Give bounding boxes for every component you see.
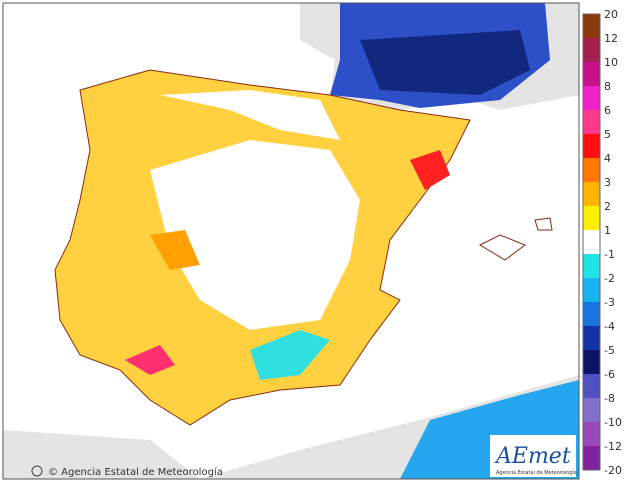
legend-label: 20 [604, 8, 618, 21]
legend-swatch [583, 182, 600, 206]
copyright-icon [31, 465, 43, 477]
legend-label: -4 [604, 320, 615, 333]
logo-name: AEmet [494, 444, 571, 469]
logo-subtitle: Agencia Estatal de Meteorología [496, 469, 577, 476]
legend-label: 6 [604, 104, 611, 117]
legend-label: -3 [604, 296, 615, 309]
legend-swatch [583, 446, 600, 470]
legend-label: -6 [604, 368, 615, 381]
legend-label: 12 [604, 32, 618, 45]
map-frame [2, 2, 580, 480]
legend-label: 2 [604, 200, 611, 213]
legend-label: 3 [604, 176, 611, 189]
biscay-core [360, 30, 530, 95]
legend-label: -12 [604, 440, 622, 453]
legend-label: -8 [604, 392, 615, 405]
legend-swatch [583, 206, 600, 230]
legend-frame [582, 13, 601, 471]
logo: AEmet Agencia Estatal de Meteorología [490, 435, 577, 477]
legend-swatch [583, 302, 600, 326]
legend-label: 5 [604, 128, 611, 141]
legend-label: 10 [604, 56, 618, 69]
legend-swatch [583, 254, 600, 278]
central-normal [150, 140, 360, 330]
legend-swatch [583, 62, 600, 86]
legend-swatch [583, 230, 600, 254]
logo-box [490, 435, 576, 477]
copyright-note: © Agencia Estatal de Meteorología [31, 465, 223, 478]
legend-label: -5 [604, 344, 615, 357]
legend-swatch [583, 374, 600, 398]
balearics [478, 217, 553, 261]
legend-swatch [583, 38, 600, 62]
legend-swatch [583, 86, 600, 110]
legend-swatch [583, 326, 600, 350]
legend-swatch [583, 278, 600, 302]
copyright-text: © Agencia Estatal de Meteorología [48, 466, 223, 478]
legend-label: -20 [604, 464, 622, 477]
legend-swatch [583, 350, 600, 374]
africa-west [3, 430, 200, 479]
legend-swatch [583, 158, 600, 182]
legend-label: -1 [604, 248, 615, 261]
legend-swatch [583, 398, 600, 422]
legend-label: 4 [604, 152, 611, 165]
legend: 20 12 10 8 6 5 4 3 2 1 -1 -2 -3 -4 -5 -6 -8 -10 -12 -20 [582, 8, 622, 477]
guadalquivir-warm [125, 345, 175, 375]
ebro-warm [410, 150, 450, 190]
legend-label: 1 [604, 224, 611, 237]
southeast-cool [250, 330, 330, 380]
map [2, 2, 580, 480]
legend-label: -2 [604, 272, 615, 285]
legend-swatch [583, 110, 600, 134]
legend-label: 8 [604, 80, 611, 93]
legend-swatch [583, 14, 600, 38]
extremadura-warm [150, 230, 200, 270]
north-normal [160, 90, 340, 140]
legend-swatch [583, 134, 600, 158]
legend-swatch [583, 422, 600, 446]
legend-label: -10 [604, 416, 622, 429]
